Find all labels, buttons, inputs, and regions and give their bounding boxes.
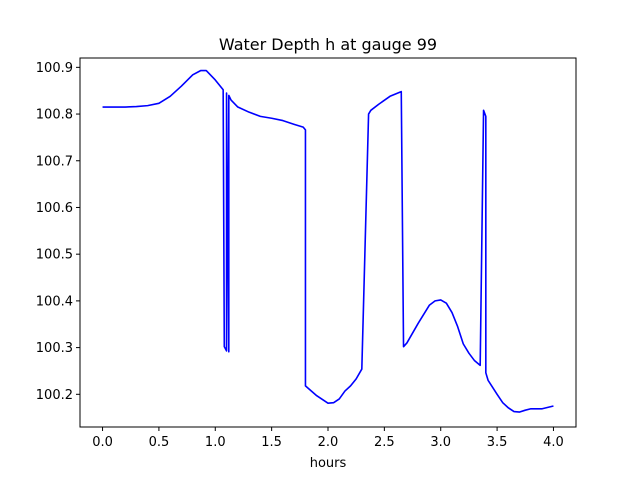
y-tick-label: 100.4 xyxy=(36,294,73,309)
x-tick-label: 3.5 xyxy=(487,435,508,450)
x-tick-label: 0.0 xyxy=(92,435,113,450)
chart-title: Water Depth h at gauge 99 xyxy=(219,35,437,54)
y-tick-label: 100.7 xyxy=(36,154,73,169)
plot-area-frame xyxy=(79,57,577,428)
series-line-0 xyxy=(102,69,554,413)
x-tick-label: 2.5 xyxy=(374,435,395,450)
y-tick-label: 100.8 xyxy=(36,108,73,123)
x-axis: 0.0 0.5 1.0 1.5 2.0 2.5 3.0 3.5 4.0 xyxy=(92,427,564,450)
x-tick-label: 4.0 xyxy=(543,435,564,450)
y-axis: 100.2 100.3 100.4 100.5 100.6 100.7 100.8 100.9 xyxy=(36,61,80,403)
x-axis-label: hours xyxy=(310,456,347,471)
series-layer xyxy=(102,69,554,413)
x-tick-label: 2.0 xyxy=(318,435,339,450)
x-tick-label: 0.5 xyxy=(149,435,170,450)
x-tick-label: 1.0 xyxy=(205,435,226,450)
y-tick-label: 100.9 xyxy=(36,61,73,76)
y-tick-label: 100.5 xyxy=(36,248,73,263)
y-tick-label: 100.3 xyxy=(36,341,73,356)
x-tick-label: 1.5 xyxy=(261,435,282,450)
y-tick-label: 100.2 xyxy=(36,388,73,403)
x-tick-label: 3.0 xyxy=(430,435,451,450)
y-tick-label: 100.6 xyxy=(36,201,73,216)
